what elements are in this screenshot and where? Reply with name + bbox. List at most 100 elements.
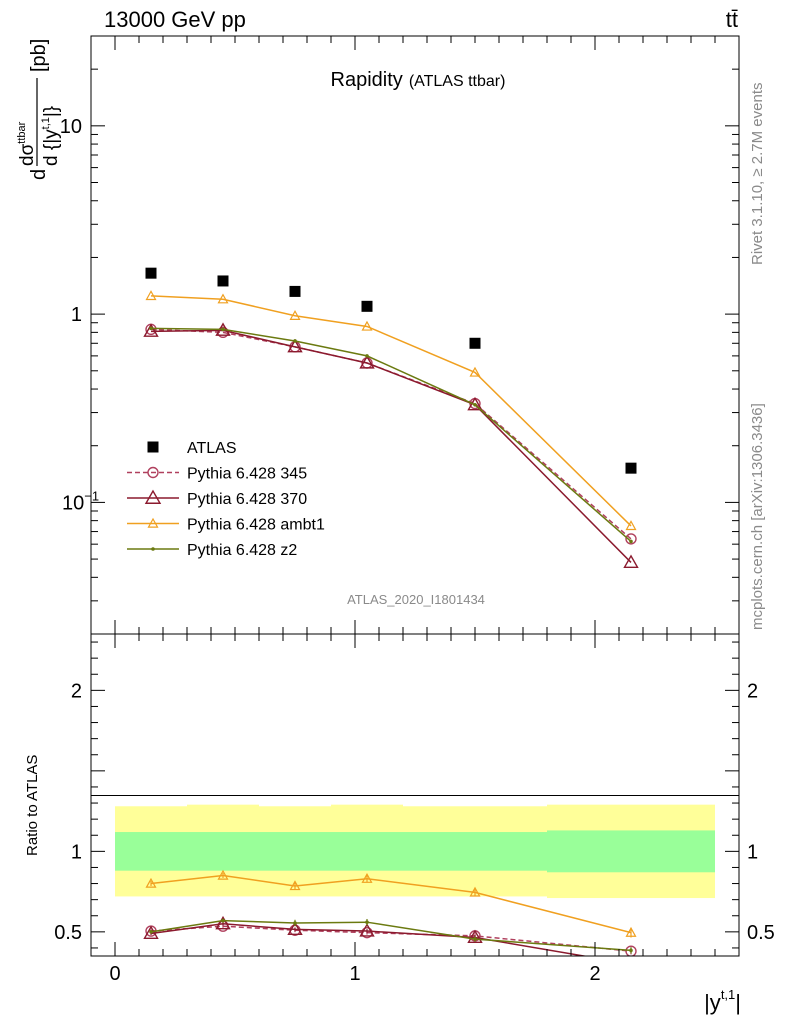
ambt1-point <box>289 880 301 891</box>
z2-point <box>293 339 297 343</box>
ambt1-point <box>361 320 373 331</box>
x-axis-label: |yt,1| <box>704 987 741 1015</box>
ratio-band-inner <box>115 832 187 871</box>
ratio-band-inner <box>547 830 715 873</box>
ambt1-point <box>469 366 481 377</box>
z2-point <box>629 539 633 544</box>
x-tick-label: 2 <box>589 963 600 985</box>
side-text-top: Rivet 3.1.10, ≥ 2.7M events <box>749 83 766 266</box>
p370-ratio-line <box>150 923 589 956</box>
z2-point <box>221 918 225 923</box>
ambt1-point <box>469 886 481 897</box>
z2-point <box>629 948 633 953</box>
ylabel-den-tail: |} <box>41 106 62 117</box>
ylabel-den: d {|yt,1|} <box>40 106 62 166</box>
ylabel-den-sup: t,1 <box>40 117 52 129</box>
p345-point <box>147 466 159 479</box>
ylabel-unit: [pb] <box>28 39 50 72</box>
legend-label-p370: Pythia 6.428 370 <box>187 491 307 508</box>
ambt1-point <box>217 869 229 880</box>
p370-point <box>287 338 303 353</box>
ratio-band-inner <box>403 832 547 871</box>
p345-point <box>625 945 637 956</box>
z2-point <box>149 930 153 934</box>
y-tick-label: 10−1 <box>62 488 99 514</box>
p370-point <box>625 958 638 969</box>
header-right: tt̄ <box>726 7 738 32</box>
atlas-point <box>145 267 157 279</box>
z2-line <box>150 327 632 543</box>
ratio-ylabel: Ratio to ATLAS <box>24 755 41 856</box>
ambt1-point <box>361 872 373 883</box>
ylabel-num-text: dσ <box>17 143 38 166</box>
side-text-bottom: mcplots.cern.ch [arXiv:1306.3436] <box>749 403 766 630</box>
p345-ratio-line <box>150 925 632 952</box>
ambt1-point <box>217 293 229 304</box>
atlas-point <box>289 285 301 297</box>
z2-point <box>473 402 477 407</box>
ambt1-point <box>145 877 157 888</box>
p345-line <box>150 328 632 540</box>
p370-point <box>359 923 375 937</box>
p370-point <box>467 929 483 944</box>
ratio-y-tick-label: 0.5 <box>54 922 82 944</box>
ylabel-d: d <box>28 169 50 180</box>
p370-point <box>623 554 639 568</box>
p370-point <box>143 925 159 940</box>
z2-point <box>221 327 225 332</box>
ambt1-point <box>145 290 157 301</box>
legend-label-z2: Pythia 6.428 z2 <box>187 542 297 559</box>
title-main: Rapidity <box>331 69 403 91</box>
atlas-point <box>217 275 229 287</box>
ambt1-point <box>625 926 637 937</box>
legend-label-ambt1: Pythia 6.428 ambt1 <box>187 517 325 534</box>
ratio-band-inner <box>187 832 259 871</box>
p370-point <box>144 489 162 504</box>
ratio-band-inner <box>259 832 331 871</box>
ratio-y-tick-label: 1 <box>71 841 82 863</box>
axis-ticks: 0 1 2 10−1 1 10 0.5 0.5 1 1 2 2 <box>54 35 775 985</box>
y-tick-exponent: −1 <box>84 488 99 503</box>
z2-point <box>365 920 369 924</box>
header-left: 13000 GeV pp <box>104 7 246 32</box>
x-tick-label: 1 <box>349 963 360 985</box>
atlas-point <box>469 337 481 349</box>
ratio-y-tick-label-right: 1 <box>747 841 758 863</box>
ylabel-den-text: d {|y <box>41 129 62 166</box>
ratio-band-inner <box>331 832 403 871</box>
legend-label-atlas: ATLAS <box>187 440 237 457</box>
z2-point <box>293 921 297 925</box>
ambt1-ratio-line <box>150 874 632 934</box>
ylabel-num: dσttbar <box>16 121 38 166</box>
xlabel-text: |y <box>704 990 721 1015</box>
ratio-y-tick-label-right: 0.5 <box>747 922 775 944</box>
legend: ATLAS Pythia 6.428 345 Pythia 6.428 370 Pyt… <box>127 440 325 559</box>
ambt1-line <box>150 295 632 527</box>
ambt1-point <box>289 310 301 320</box>
ratio-y-tick-label: 2 <box>71 680 82 702</box>
analysis-watermark: ATLAS_2020_I1801434 <box>347 592 485 607</box>
z2-point <box>473 937 477 941</box>
ratio-y-tick-label-right: 2 <box>747 680 758 702</box>
ratio-series <box>143 869 638 969</box>
main-series <box>143 267 639 568</box>
atlas-point <box>625 462 637 474</box>
p370-point <box>215 915 231 930</box>
main-ylabel: d dσttbar d {|yt,1|} [pb] <box>16 39 62 180</box>
p370-point <box>143 323 159 337</box>
z2-ratio-line <box>150 919 632 952</box>
ratio-bands <box>115 804 715 899</box>
z2-point <box>149 326 153 331</box>
xlabel-tail: | <box>735 990 741 1015</box>
p370-point <box>359 355 375 369</box>
z2-point <box>151 547 155 551</box>
atlas-point <box>147 441 159 453</box>
y-tick-label: 1 <box>71 304 82 326</box>
xlabel-sup: t,1 <box>721 987 735 1002</box>
ambt1-point <box>625 520 637 531</box>
p345-point <box>625 533 637 545</box>
atlas-point <box>361 300 373 312</box>
z2-point <box>365 354 369 358</box>
y-tick-label: 10 <box>60 116 82 138</box>
